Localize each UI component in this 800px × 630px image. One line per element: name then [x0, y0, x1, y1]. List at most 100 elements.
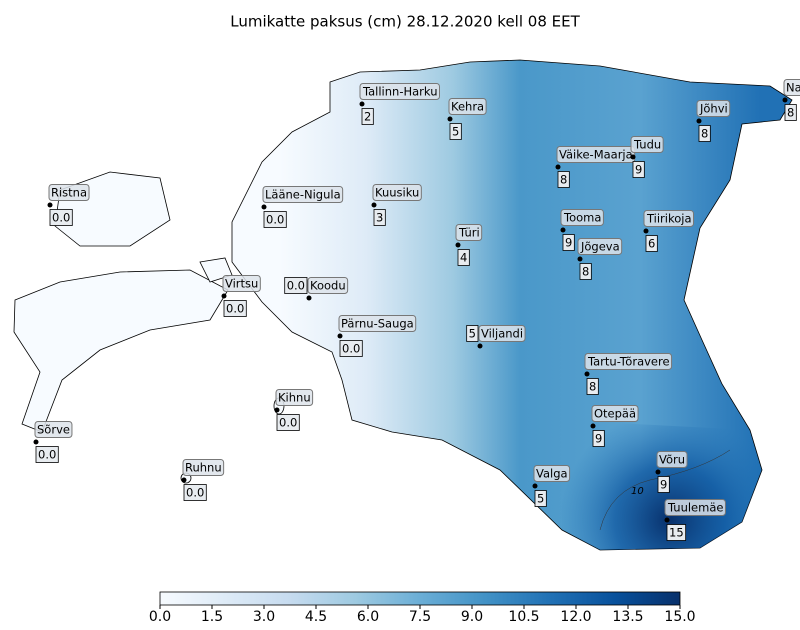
colorbar: 0.0 1.5 3.0 4.5 6.0 7.5 9.0 10.5 12.0 13.5 15.0: [149, 591, 696, 625]
station-dot: [782, 97, 788, 103]
station-value-bg: [449, 123, 462, 140]
colorbar-tick-label: 15.0: [664, 609, 695, 625]
station-value-bg: [223, 300, 247, 317]
station-name: Virtsu: [225, 277, 258, 291]
colorbar-tick-label: 9.0: [461, 609, 483, 625]
station-value-bg: [284, 277, 308, 294]
station-name-bg: [338, 315, 417, 332]
station-name: Tartu-Tõravere: [587, 355, 670, 369]
station-name: Valga: [536, 467, 568, 481]
station-value: 8: [787, 106, 794, 120]
station-name-bg: [48, 184, 90, 201]
station-value-bg: [632, 161, 645, 178]
station-name-bg: [560, 209, 604, 226]
station-dot: [306, 295, 312, 301]
station-value-bg: [666, 524, 687, 541]
station-dot: [261, 204, 267, 210]
station-name: Väike-Maarja: [559, 148, 633, 162]
station-dot: [560, 227, 566, 233]
station-value: 3: [376, 211, 383, 225]
station-name: Võru: [659, 453, 685, 467]
station-value: 8: [589, 380, 596, 394]
station-value-bg: [35, 446, 59, 463]
colorbar-tick-label: 4.5: [305, 609, 327, 625]
station-name: Tooma: [563, 211, 601, 225]
station-value: 0.0: [287, 279, 305, 293]
station-name: Tuulemäe: [667, 501, 723, 515]
station-name: Narva: [786, 81, 800, 95]
station-value: 2: [364, 110, 371, 124]
station-dot: [337, 333, 343, 339]
station-name-bg: [182, 459, 225, 476]
colorbar-tick-label: 10.5: [508, 609, 539, 625]
station-dot: [359, 101, 365, 107]
station-dot: [274, 407, 280, 413]
station-name: Türi: [458, 226, 480, 240]
contour-label: 10: [631, 486, 644, 497]
station-name: Pärnu-Sauga: [341, 317, 414, 331]
station-dot: [664, 517, 670, 523]
station-name-bg: [34, 421, 73, 438]
colorbar-tick-label: 12.0: [560, 609, 591, 625]
station-value-bg: [263, 211, 287, 228]
station-name-bg: [556, 146, 636, 163]
station-name: Ristna: [51, 186, 87, 200]
station-value-bg: [276, 414, 300, 431]
station-name-bg: [262, 186, 344, 203]
station-name-bg: [643, 210, 695, 227]
station-name: Kehra: [451, 100, 484, 114]
station-value: 8: [582, 265, 589, 279]
station-name: Viljandi: [481, 327, 523, 341]
station-value-bg: [579, 263, 592, 280]
station-value-bg: [457, 249, 470, 266]
station-name-bg: [359, 83, 440, 100]
station-value-bg: [373, 209, 386, 226]
station-value: 9: [565, 236, 572, 250]
station-value: 4: [460, 251, 467, 265]
station-name: Otepää: [594, 407, 636, 421]
station-value-bg: [784, 104, 797, 121]
station-value-bg: [183, 484, 207, 501]
station-dot: [584, 371, 590, 377]
stations: Tallinn-Harku 2 Kehra 5 Narva 8 Jõhvi 8 Väike-Ma…: [33, 79, 800, 541]
station-value: 9: [595, 432, 602, 446]
station-value-bg: [534, 490, 547, 507]
station-dot: [221, 293, 227, 299]
station-name-bg: [664, 499, 726, 516]
station-dot: [555, 164, 561, 170]
hiiumaa: [54, 171, 171, 247]
station-name: Kuusiku: [375, 186, 419, 200]
station-value: 5: [452, 125, 459, 139]
station-value: 0.0: [226, 302, 244, 316]
station-value: 15: [669, 526, 684, 540]
station-name-bg: [533, 465, 571, 482]
station-name-bg: [656, 451, 688, 468]
station-value: 0.0: [38, 448, 56, 462]
colorbar-tick-label: 7.5: [409, 609, 431, 625]
station-dot: [532, 483, 538, 489]
station-value-bg: [361, 108, 374, 125]
contour-line: [599, 449, 731, 531]
station-name: Lääne-Nigula: [265, 188, 341, 202]
station-dot: [630, 154, 636, 160]
station-value-bg: [466, 325, 479, 342]
station-dot: [447, 116, 453, 122]
station-value: 9: [660, 478, 667, 492]
station-value: 0.0: [52, 211, 70, 225]
colorbar-tick-label: 3.0: [253, 609, 275, 625]
station-name-bg: [372, 184, 422, 201]
station-value-bg: [586, 378, 599, 395]
station-value: 5: [469, 327, 476, 341]
station-name-bg: [448, 98, 487, 115]
station-value: 9: [635, 163, 642, 177]
saaremaa: [13, 269, 229, 433]
station-value-bg: [562, 234, 575, 251]
station-name-bg: [222, 275, 261, 292]
station-value-bg: [339, 340, 363, 357]
colorbar-tick-label: 6.0: [357, 609, 379, 625]
station-dot: [655, 469, 661, 475]
station-dot: [371, 202, 377, 208]
station-name-bg: [696, 100, 731, 117]
station-name-bg: [275, 389, 314, 406]
